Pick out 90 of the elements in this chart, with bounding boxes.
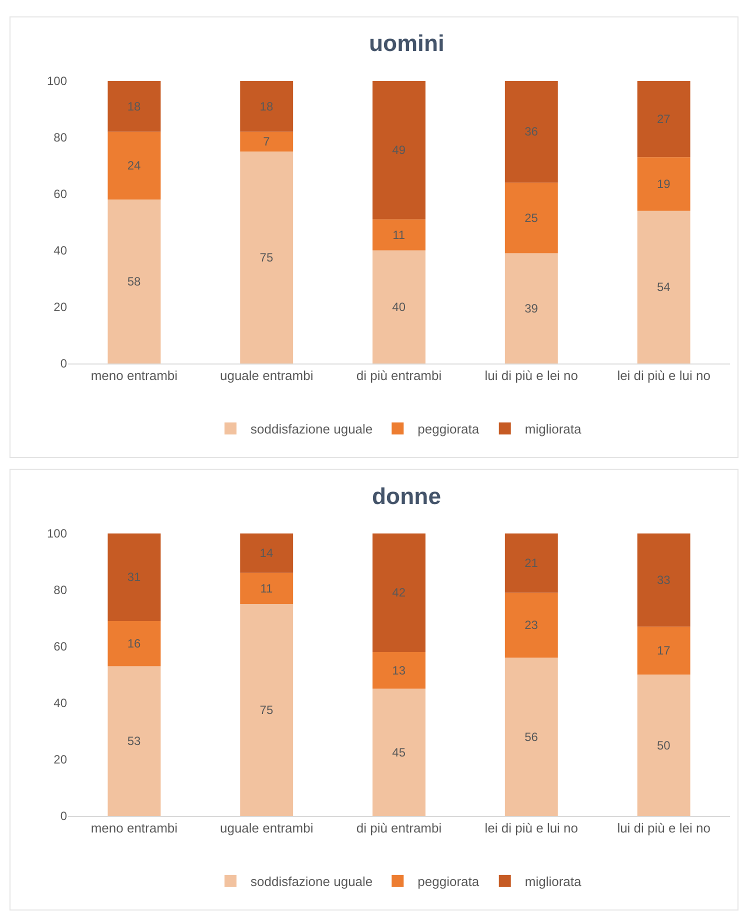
bar — [240, 152, 294, 364]
legend-label: soddisfazione uguale — [250, 874, 373, 889]
x-tick-label: lei di più e lui no — [617, 368, 710, 384]
bar — [372, 250, 426, 364]
bar — [504, 533, 558, 593]
data-label: 11 — [260, 581, 273, 596]
bar — [108, 533, 161, 621]
data-label: 19 — [656, 177, 671, 192]
bar — [240, 604, 294, 816]
bar — [504, 253, 558, 364]
data-label: 18 — [260, 99, 274, 114]
chart-title: donne — [372, 483, 441, 509]
legend-label: peggiorata — [418, 422, 480, 436]
y-tick-label: 60 — [54, 187, 68, 202]
legend-label: migliorata — [524, 874, 582, 889]
bar — [637, 674, 690, 816]
x-tick-label: uguale entrambi — [220, 820, 314, 836]
bar — [240, 533, 294, 573]
data-label: 45 — [392, 745, 406, 760]
bar — [372, 533, 426, 652]
y-tick-label: 100 — [46, 74, 68, 88]
y-tick-label: 80 — [54, 583, 68, 598]
data-label: 54 — [656, 280, 671, 294]
bar — [504, 592, 558, 658]
data-label: 53 — [127, 734, 142, 748]
x-tick-label: uguale entrambi — [220, 368, 314, 384]
data-label: 75 — [260, 250, 274, 264]
data-label: 13 — [392, 663, 406, 678]
x-tick-label: di più entrambi — [356, 820, 442, 836]
data-label: 16 — [127, 636, 142, 651]
data-label: 21 — [524, 556, 538, 570]
bar — [108, 80, 161, 132]
bar — [372, 652, 426, 689]
y-tick-label: 0 — [60, 356, 68, 371]
y-tick-label: 40 — [54, 244, 68, 258]
data-label: 11 — [392, 228, 406, 242]
data-label: 50 — [656, 738, 671, 752]
bar — [372, 219, 426, 250]
bar — [240, 572, 294, 604]
x-tick-label: lui di più e lei no — [484, 368, 578, 384]
bar — [108, 132, 161, 200]
y-tick-label: 20 — [54, 752, 68, 767]
bar — [108, 666, 161, 816]
data-label: 14 — [260, 546, 274, 560]
x-tick-label: meno entrambi — [90, 368, 178, 384]
bar — [108, 620, 161, 666]
legend-label: soddisfazione uguale — [250, 422, 373, 436]
data-label: 40 — [392, 300, 406, 314]
y-tick-label: 20 — [54, 300, 68, 314]
data-label: 42 — [392, 586, 406, 600]
x-tick-label: lei di più e lui no — [484, 820, 578, 836]
bar — [637, 210, 690, 364]
data-label: 56 — [524, 730, 538, 744]
bar — [637, 533, 690, 627]
data-label: 18 — [127, 99, 142, 114]
bar — [504, 658, 558, 816]
data-label: 49 — [392, 143, 406, 158]
x-tick-label: di più entrambi — [356, 368, 442, 384]
y-tick-label: 80 — [54, 130, 68, 145]
data-label: 33 — [656, 572, 671, 587]
bar — [108, 200, 161, 364]
data-label: 7 — [263, 134, 270, 149]
data-label: 17 — [656, 644, 671, 658]
legend-label: migliorata — [524, 422, 582, 436]
bar — [637, 80, 690, 158]
y-tick-label: 40 — [54, 696, 68, 710]
bar — [637, 626, 690, 675]
x-tick-label: lui di più e lei no — [617, 820, 710, 836]
y-tick-label: 0 — [60, 809, 68, 824]
data-label: 31 — [127, 570, 142, 584]
data-label: 23 — [524, 618, 538, 632]
bar — [637, 157, 690, 211]
bar — [372, 688, 426, 816]
chart-title: uomini — [369, 30, 444, 56]
data-label: 27 — [656, 112, 671, 126]
bar — [240, 80, 294, 132]
bar — [372, 80, 426, 220]
legend-label: peggiorata — [418, 874, 480, 889]
data-label: 25 — [524, 210, 538, 225]
data-label: 58 — [127, 274, 142, 289]
y-tick-label: 60 — [54, 640, 68, 654]
data-label: 24 — [127, 158, 142, 173]
x-tick-label: meno entrambi — [90, 820, 178, 836]
y-tick-label: 100 — [46, 526, 68, 541]
bar — [240, 132, 294, 152]
data-label: 75 — [260, 703, 274, 718]
data-label: 39 — [524, 301, 538, 316]
data-label: 36 — [524, 124, 538, 139]
bar — [504, 182, 558, 254]
bar — [504, 80, 558, 183]
